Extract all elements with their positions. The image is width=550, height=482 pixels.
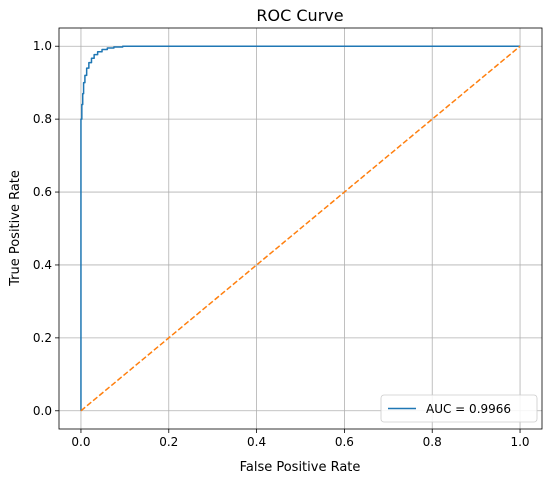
diagonal-reference-line (80, 45, 521, 412)
y-tick-label: 0.6 (33, 185, 52, 199)
plot-frame (58, 27, 543, 430)
legend-label: AUC = 0.9966 (426, 402, 511, 416)
axes: 0.0 0.2 0.4 0.6 0.8 1.0 0.0 0.2 0.4 0.6 0.8 1.0 (33, 27, 543, 449)
x-tick-label: 0.0 (71, 435, 90, 449)
x-tick-label: 0.2 (159, 435, 178, 449)
y-axis-label: True Positive Rate (8, 170, 23, 287)
y-tick-label: 0.0 (33, 404, 52, 418)
plot-lines (80, 45, 521, 412)
y-tick-label: 1.0 (33, 39, 52, 53)
x-tick-label: 0.8 (423, 435, 442, 449)
legend-box (380, 394, 538, 423)
roc-curve-line (80, 45, 521, 411)
x-tick-label: 0.6 (335, 435, 354, 449)
y-tick-label: 0.2 (33, 331, 52, 345)
legend: AUC = 0.9966 (380, 394, 538, 423)
x-tick-label: 1.0 (510, 435, 529, 449)
x-axis-label: False Positive Rate (240, 460, 361, 475)
x-tick-label: 0.4 (247, 435, 266, 449)
y-tick-label: 0.8 (33, 112, 52, 126)
chart-title: ROC Curve (256, 6, 343, 25)
y-tick-label: 0.4 (33, 258, 52, 272)
